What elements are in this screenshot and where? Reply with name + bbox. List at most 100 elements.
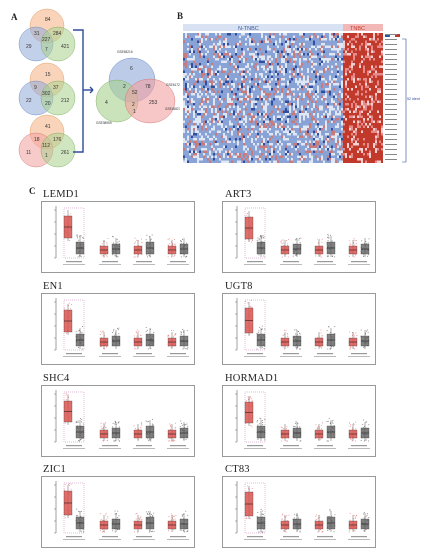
heatmap-cell	[301, 85, 303, 88]
heatmap-cell	[253, 100, 255, 103]
heatmap-cell	[247, 153, 249, 156]
heatmap-cell	[253, 148, 255, 151]
heatmap-cell	[347, 53, 349, 56]
heatmap-cell	[231, 85, 233, 88]
heatmap-cell	[257, 155, 259, 158]
heatmap-cell	[259, 120, 261, 123]
heatmap-cell	[291, 155, 293, 158]
heatmap-cell	[287, 58, 289, 61]
heatmap-cell	[229, 113, 231, 116]
heatmap-cell	[263, 145, 265, 148]
heatmap-cell	[269, 53, 271, 56]
heatmap-cell	[271, 38, 273, 41]
heatmap-cell	[247, 68, 249, 71]
heatmap-cell	[381, 93, 383, 96]
heatmap-cell	[357, 105, 359, 108]
heatmap-cell	[365, 143, 367, 146]
heatmap-cell	[215, 55, 217, 58]
heatmap-cell	[205, 153, 207, 156]
heatmap-cell	[243, 50, 245, 53]
heatmap-cell	[375, 123, 377, 126]
heatmap-cell	[201, 50, 203, 53]
heatmap-cell	[297, 113, 299, 116]
heatmap-cell	[211, 115, 213, 118]
heatmap-cell	[381, 40, 383, 43]
heatmap-cell	[289, 75, 291, 78]
heatmap-cell	[227, 95, 229, 98]
heatmap-cell	[293, 140, 295, 143]
heatmap-cell	[235, 120, 237, 123]
heatmap-cell	[255, 85, 257, 88]
heatmap-cell	[265, 110, 267, 113]
heatmap-cell	[287, 105, 289, 108]
heatmap-cell	[193, 110, 195, 113]
heatmap-cell	[285, 118, 287, 121]
heatmap-cell	[309, 100, 311, 103]
heatmap-cell	[259, 155, 261, 158]
heatmap-cell	[201, 128, 203, 131]
heatmap-cell	[209, 63, 211, 66]
heatmap-cell	[275, 53, 277, 56]
heatmap-cell	[359, 38, 361, 41]
heatmap-cell	[269, 98, 271, 101]
heatmap-cell	[381, 148, 383, 151]
heatmap-cell	[323, 70, 325, 73]
heatmap-cell	[369, 125, 371, 128]
heatmap-cell	[253, 33, 255, 36]
heatmap-cell	[317, 38, 319, 41]
heatmap-cell	[323, 153, 325, 156]
heatmap-cell	[361, 140, 363, 143]
heatmap-cell	[185, 133, 187, 136]
heatmap-cell	[259, 110, 261, 113]
heatmap-cell	[185, 48, 187, 51]
heatmap-cell	[291, 113, 293, 116]
heatmap-cell	[255, 108, 257, 111]
heatmap-cell	[257, 33, 259, 36]
heatmap-cell	[307, 53, 309, 56]
heatmap-cell	[349, 103, 351, 106]
heatmap-cell	[219, 143, 221, 146]
heatmap-cell	[305, 55, 307, 58]
heatmap-cell	[367, 145, 369, 148]
heatmap-cell	[375, 88, 377, 91]
heatmap-cell	[261, 85, 263, 88]
heatmap-cell	[325, 88, 327, 91]
heatmap-cell	[227, 80, 229, 83]
heatmap-cell	[235, 105, 237, 108]
heatmap-cell	[297, 63, 299, 66]
heatmap-cell	[275, 63, 277, 66]
heatmap-cell	[329, 128, 331, 131]
heatmap-cell	[253, 53, 255, 56]
venn-bracket	[73, 29, 94, 153]
heatmap-cell	[215, 153, 217, 156]
heatmap-cell	[381, 53, 383, 56]
heatmap-cell	[241, 118, 243, 121]
venn2-value: 15	[45, 72, 51, 78]
heatmap-cell	[217, 130, 219, 133]
heatmap-cell	[189, 43, 191, 46]
heatmap-cell	[211, 75, 213, 78]
heatmap-cell	[235, 123, 237, 126]
heatmap-cell	[209, 73, 211, 76]
heatmap-cell	[285, 38, 287, 41]
heatmap-cell	[273, 130, 275, 133]
heatmap-cell	[355, 138, 357, 141]
heatmap-cell	[183, 140, 185, 143]
heatmap-cell	[247, 108, 249, 111]
heatmap-cell	[247, 93, 249, 96]
heatmap-cell	[315, 100, 317, 103]
heatmap-cell	[189, 125, 191, 128]
heatmap-cell	[265, 125, 267, 128]
heatmap-cell	[357, 65, 359, 68]
heatmap-cell	[293, 115, 295, 118]
heatmap-cell	[309, 88, 311, 91]
heatmap-cell	[233, 95, 235, 98]
heatmap-cell	[201, 55, 203, 58]
heatmap-cell	[349, 48, 351, 51]
heatmap-cell	[283, 70, 285, 73]
heatmap-cell	[379, 103, 381, 106]
heatmap-cell	[315, 85, 317, 88]
heatmap-cell	[247, 128, 249, 131]
heatmap-cell	[243, 123, 245, 126]
heatmap-cell	[261, 150, 263, 153]
